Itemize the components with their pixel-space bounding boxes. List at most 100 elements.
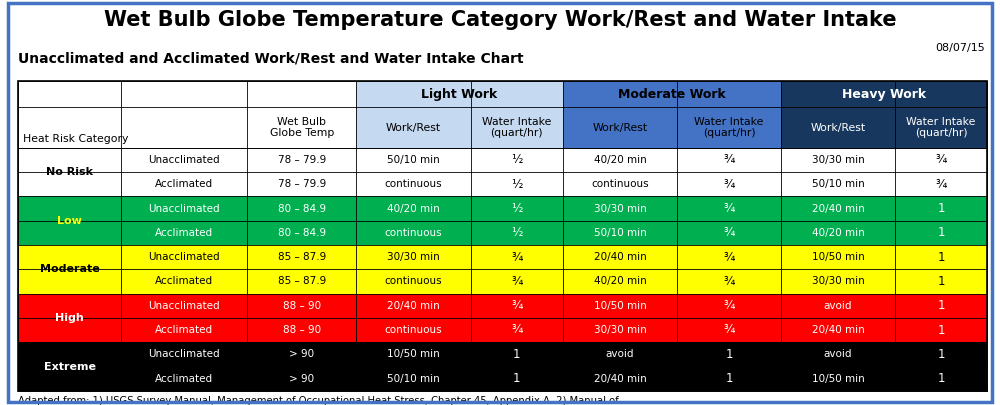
Text: Heat Risk Category: Heat Risk Category <box>23 134 128 144</box>
Text: 1: 1 <box>725 348 733 361</box>
Text: 1: 1 <box>937 251 945 264</box>
Bar <box>18 245 987 269</box>
Bar <box>18 81 987 391</box>
Text: 1: 1 <box>937 299 945 312</box>
Text: 78 – 79.9: 78 – 79.9 <box>278 179 326 189</box>
Text: ½: ½ <box>511 226 523 239</box>
Bar <box>18 196 121 245</box>
Text: 10/50 min: 10/50 min <box>387 350 440 359</box>
Text: Acclimated: Acclimated <box>155 325 213 335</box>
Text: 80 – 84.9: 80 – 84.9 <box>278 228 326 238</box>
Text: Light Work: Light Work <box>421 87 498 101</box>
Text: 1: 1 <box>513 348 521 361</box>
Text: 08/07/15: 08/07/15 <box>935 43 985 53</box>
Bar <box>18 269 987 294</box>
Bar <box>18 367 987 391</box>
Text: 20/40 min: 20/40 min <box>812 204 864 213</box>
Text: avoid: avoid <box>824 301 852 311</box>
Text: 30/30 min: 30/30 min <box>812 155 864 165</box>
Text: > 90: > 90 <box>289 350 314 359</box>
Text: 30/30 min: 30/30 min <box>387 252 440 262</box>
Text: Heavy Work: Heavy Work <box>842 87 926 101</box>
Text: 40/20 min: 40/20 min <box>594 155 646 165</box>
Text: Water Intake
(quart/hr): Water Intake (quart/hr) <box>906 117 976 139</box>
Text: Unacclimated: Unacclimated <box>148 350 220 359</box>
Text: Extreme: Extreme <box>44 362 96 371</box>
Bar <box>18 107 247 148</box>
Text: Wet Bulb Globe Temperature Category Work/Rest and Water Intake: Wet Bulb Globe Temperature Category Work… <box>104 10 896 30</box>
Text: 40/20 min: 40/20 min <box>594 277 646 286</box>
Text: avoid: avoid <box>606 350 634 359</box>
Text: ¾: ¾ <box>511 275 523 288</box>
Text: Work/Rest: Work/Rest <box>592 123 648 132</box>
Text: High: High <box>55 313 84 323</box>
Bar <box>247 107 356 148</box>
Text: ¾: ¾ <box>723 275 735 288</box>
Text: ¾: ¾ <box>723 251 735 264</box>
Text: ¾: ¾ <box>723 324 735 337</box>
Text: ½: ½ <box>511 153 523 166</box>
Text: 1: 1 <box>937 324 945 337</box>
Bar <box>563 107 677 148</box>
Bar <box>18 318 987 342</box>
Text: 1: 1 <box>725 372 733 385</box>
Text: 40/20 min: 40/20 min <box>387 204 440 213</box>
Text: 30/30 min: 30/30 min <box>594 204 646 213</box>
Text: ¾: ¾ <box>511 324 523 337</box>
Text: Adapted from: 1) USGS Survey Manual, Management of Occupational Heat Stress, Cha: Adapted from: 1) USGS Survey Manual, Man… <box>18 396 619 405</box>
Text: continuous: continuous <box>385 179 442 189</box>
Bar <box>18 196 987 221</box>
Bar <box>18 342 121 391</box>
Text: 85 – 87.9: 85 – 87.9 <box>278 277 326 286</box>
Text: 10/50 min: 10/50 min <box>812 252 864 262</box>
Text: avoid: avoid <box>824 350 852 359</box>
Text: 1: 1 <box>937 226 945 239</box>
Text: 20/40 min: 20/40 min <box>812 325 864 335</box>
Text: 40/20 min: 40/20 min <box>812 228 864 238</box>
Bar <box>356 107 471 148</box>
Text: Unacclimated: Unacclimated <box>148 155 220 165</box>
Text: 30/30 min: 30/30 min <box>812 277 864 286</box>
Text: Low: Low <box>57 216 82 226</box>
Text: ¾: ¾ <box>511 299 523 312</box>
Text: continuous: continuous <box>385 325 442 335</box>
Text: ¾: ¾ <box>723 202 735 215</box>
Text: ¾: ¾ <box>723 299 735 312</box>
Text: Unacclimated and Acclimated Work/Rest and Water Intake Chart: Unacclimated and Acclimated Work/Rest an… <box>18 52 524 66</box>
Text: 1: 1 <box>937 348 945 361</box>
Text: No Risk: No Risk <box>46 167 93 177</box>
Text: continuous: continuous <box>591 179 649 189</box>
Bar <box>18 294 121 342</box>
Bar <box>18 342 987 367</box>
Text: continuous: continuous <box>385 277 442 286</box>
Text: Unacclimated: Unacclimated <box>148 301 220 311</box>
Bar <box>677 107 781 148</box>
Text: 88 – 90: 88 – 90 <box>283 325 321 335</box>
Text: Acclimated: Acclimated <box>155 277 213 286</box>
Text: 10/50 min: 10/50 min <box>594 301 646 311</box>
Text: Water Intake
(quart/hr): Water Intake (quart/hr) <box>694 117 764 139</box>
Text: 20/40 min: 20/40 min <box>594 252 646 262</box>
Bar <box>781 107 895 148</box>
Bar <box>471 107 563 148</box>
Text: 20/40 min: 20/40 min <box>387 301 440 311</box>
Text: ¾: ¾ <box>723 226 735 239</box>
Text: 50/10 min: 50/10 min <box>387 155 440 165</box>
Text: ¾: ¾ <box>935 153 947 166</box>
Bar <box>18 81 247 107</box>
Text: Work/Rest: Work/Rest <box>386 123 441 132</box>
Text: 50/10 min: 50/10 min <box>594 228 646 238</box>
Bar <box>247 81 356 107</box>
Text: 88 – 90: 88 – 90 <box>283 301 321 311</box>
Bar <box>356 81 563 107</box>
Text: Wet Bulb
Globe Temp: Wet Bulb Globe Temp <box>270 117 334 139</box>
Text: 78 – 79.9: 78 – 79.9 <box>278 155 326 165</box>
Bar <box>18 245 121 294</box>
Bar <box>563 81 781 107</box>
Text: 50/10 min: 50/10 min <box>812 179 864 189</box>
Text: 30/30 min: 30/30 min <box>594 325 646 335</box>
Bar <box>18 221 987 245</box>
Text: 85 – 87.9: 85 – 87.9 <box>278 252 326 262</box>
Text: Acclimated: Acclimated <box>155 374 213 384</box>
Bar <box>18 148 987 172</box>
